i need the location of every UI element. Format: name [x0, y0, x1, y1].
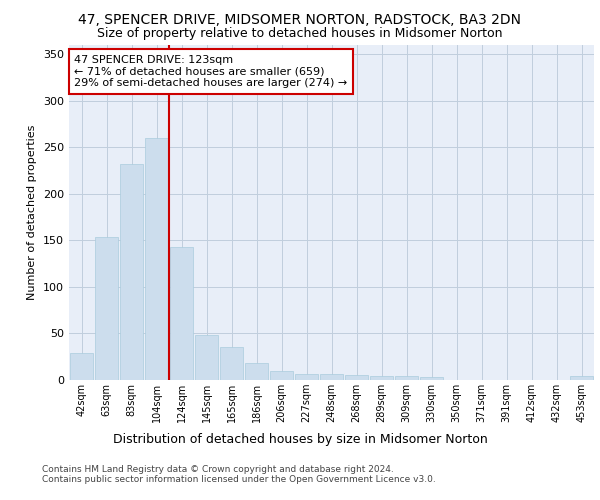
Bar	[220, 348, 243, 380]
Text: 47 SPENCER DRIVE: 123sqm
← 71% of detached houses are smaller (659)
29% of semi-: 47 SPENCER DRIVE: 123sqm ← 71% of detach…	[74, 55, 347, 88]
Text: Contains HM Land Registry data © Crown copyright and database right 2024.
Contai: Contains HM Land Registry data © Crown c…	[42, 465, 436, 484]
Bar	[395, 376, 418, 380]
Text: 47, SPENCER DRIVE, MIDSOMER NORTON, RADSTOCK, BA3 2DN: 47, SPENCER DRIVE, MIDSOMER NORTON, RADS…	[79, 12, 521, 26]
Bar	[120, 164, 143, 380]
Bar	[345, 376, 368, 380]
Text: Distribution of detached houses by size in Midsomer Norton: Distribution of detached houses by size …	[113, 432, 487, 446]
Bar	[195, 336, 218, 380]
Bar	[420, 377, 443, 380]
Bar	[270, 370, 293, 380]
Bar	[145, 138, 168, 380]
Bar	[570, 376, 593, 380]
Bar	[320, 374, 343, 380]
Bar	[295, 374, 318, 380]
Y-axis label: Number of detached properties: Number of detached properties	[28, 125, 37, 300]
Bar	[95, 236, 118, 380]
Bar	[370, 376, 393, 380]
Bar	[70, 353, 93, 380]
Bar	[245, 363, 268, 380]
Text: Size of property relative to detached houses in Midsomer Norton: Size of property relative to detached ho…	[97, 28, 503, 40]
Bar	[170, 247, 193, 380]
